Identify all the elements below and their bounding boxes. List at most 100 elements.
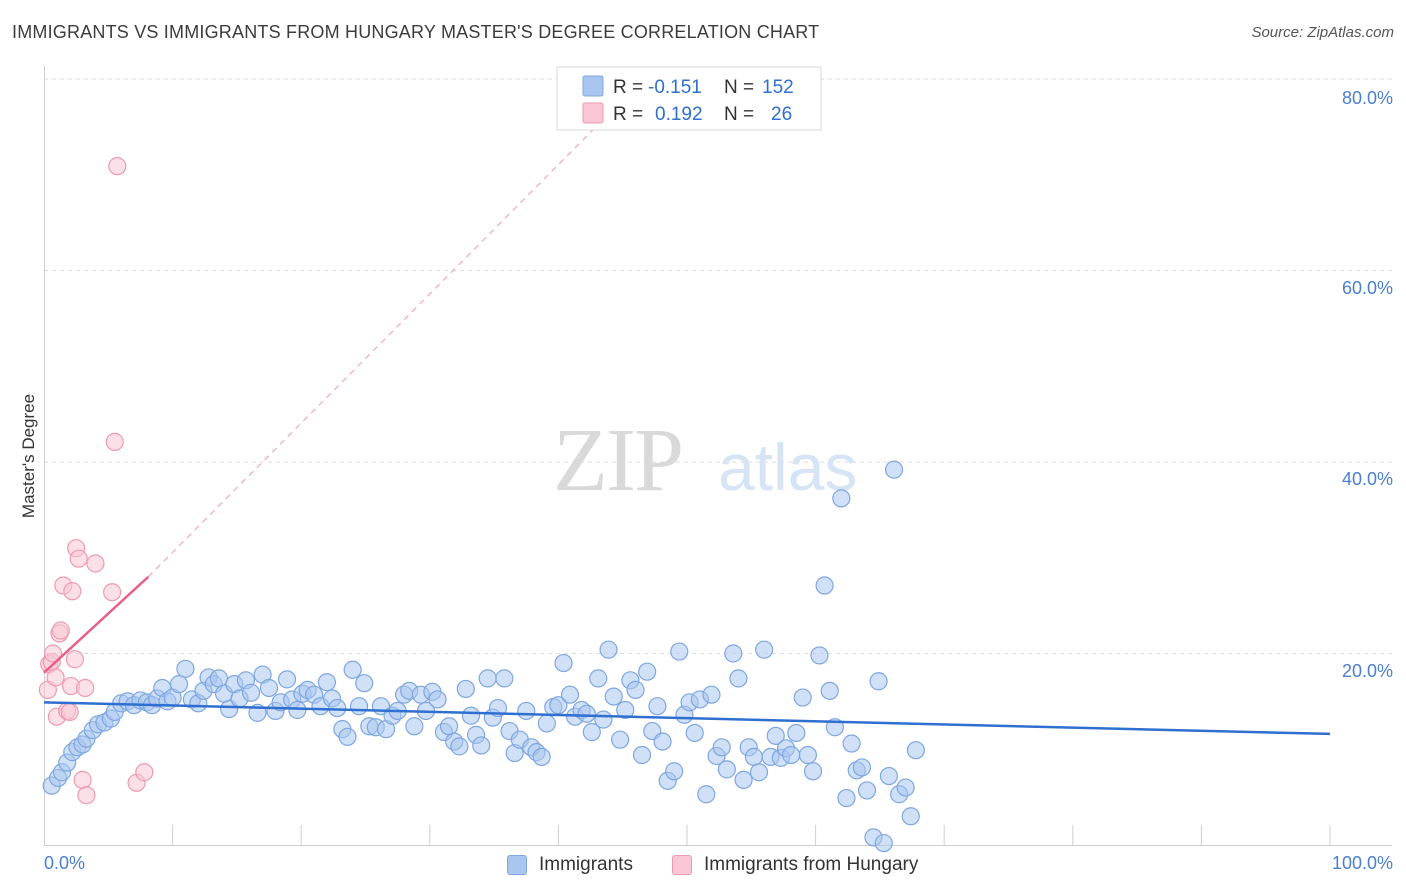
- y-axis-tick-labels: 20.0% 40.0% 60.0% 80.0%: [1342, 88, 1393, 681]
- legend-r-value: -0.151: [648, 77, 702, 98]
- data-point: [712, 738, 731, 757]
- data-point: [611, 730, 630, 749]
- data-point: [554, 653, 573, 673]
- data-point: [241, 683, 261, 702]
- legend-swatch-immigrants: [582, 75, 604, 97]
- data-point: [43, 644, 63, 663]
- bottom-legend: Immigrants Immigrants from Hungary: [0, 850, 1406, 880]
- data-point: [832, 489, 851, 508]
- data-point: [632, 745, 652, 765]
- data-point: [820, 681, 839, 700]
- data-point: [874, 833, 893, 853]
- data-point: [670, 642, 689, 661]
- data-point: [702, 685, 721, 704]
- data-point: [478, 669, 497, 688]
- data-point: [349, 697, 369, 716]
- data-point: [328, 698, 347, 718]
- data-point: [665, 762, 684, 781]
- y-tick-label: 20.0%: [1342, 661, 1393, 681]
- legend-r-label: R =: [613, 104, 643, 125]
- data-point: [549, 696, 568, 715]
- data-point: [582, 722, 601, 742]
- data-point: [852, 758, 871, 777]
- legend-r-value: 0.192: [655, 104, 703, 125]
- data-point: [428, 690, 447, 709]
- data-point: [577, 704, 596, 723]
- data-point: [288, 700, 307, 720]
- legend-n-value: 26: [771, 104, 792, 125]
- data-point: [782, 745, 801, 765]
- data-point: [343, 660, 362, 679]
- data-point: [439, 717, 459, 736]
- data-point: [537, 714, 556, 733]
- data-point: [857, 781, 877, 800]
- data-point: [355, 674, 374, 693]
- trend-line-immigrants: [43, 701, 1331, 736]
- data-point: [869, 672, 888, 691]
- y-axis-label: Master's Degree: [19, 394, 38, 518]
- data-point: [604, 687, 623, 706]
- data-point: [724, 644, 743, 663]
- data-point: [803, 762, 823, 781]
- data-point: [169, 675, 189, 694]
- data-point: [105, 432, 124, 451]
- data-point: [209, 669, 228, 688]
- x-axis-tick-labels: 0.0% 100.0%: [44, 853, 1393, 873]
- data-point: [599, 640, 618, 659]
- data-point: [744, 747, 763, 767]
- data-point: [749, 763, 769, 782]
- data-point: [405, 717, 424, 736]
- data-point: [450, 737, 469, 756]
- data-point: [76, 678, 95, 698]
- series-immigrants-from-hungary: [38, 157, 154, 805]
- legend-n-label: N =: [724, 104, 754, 125]
- data-point: [901, 807, 920, 826]
- data-point: [798, 745, 817, 765]
- data-point: [810, 646, 829, 665]
- data-point: [717, 760, 736, 779]
- data-point: [259, 678, 279, 698]
- legend-swatch-immigrants: [507, 855, 527, 875]
- y-tick-label: 60.0%: [1342, 278, 1393, 298]
- trend-lines: [43, 73, 1331, 736]
- data-point: [589, 669, 608, 688]
- x-tick-label-min: 0.0%: [44, 853, 85, 873]
- data-point: [317, 673, 337, 692]
- gridlines: [44, 78, 1392, 654]
- trend-line-hungary-extension: [147, 73, 649, 578]
- data-point: [103, 583, 122, 602]
- data-point: [277, 670, 297, 689]
- legend-label: Immigrants from Hungary: [704, 854, 919, 875]
- data-point: [685, 723, 704, 743]
- data-point: [69, 549, 88, 568]
- data-point: [495, 669, 514, 688]
- y-tick-label: 80.0%: [1342, 88, 1393, 108]
- data-point: [793, 688, 812, 707]
- legend-n-label: N =: [724, 77, 754, 98]
- data-point: [906, 741, 926, 760]
- source-credit: Source: ZipAtlas.com: [1251, 24, 1394, 41]
- data-point: [626, 680, 645, 699]
- legend-n-value: 152: [762, 77, 794, 98]
- data-point: [594, 710, 613, 729]
- data-point: [135, 763, 154, 782]
- data-point: [815, 576, 834, 595]
- data-point: [638, 662, 657, 681]
- data-point: [648, 697, 667, 716]
- chart-title: IMMIGRANTS VS IMMIGRANTS FROM HUNGARY MA…: [12, 22, 820, 42]
- data-point: [472, 736, 491, 755]
- legend-swatch-hungary: [672, 855, 692, 875]
- series-immigrants: [42, 460, 926, 853]
- legend-swatch-hungary: [582, 102, 604, 124]
- data-point: [176, 659, 195, 678]
- data-point: [697, 785, 716, 804]
- data-point: [532, 747, 551, 767]
- data-point: [86, 554, 105, 573]
- data-point: [517, 701, 536, 721]
- legend-r-label: R =: [613, 77, 643, 98]
- data-point: [51, 621, 70, 640]
- legend-label: Immigrants: [539, 854, 633, 875]
- data-point: [837, 788, 856, 808]
- legend-item-hungary: Immigrants from Hungary: [672, 854, 918, 876]
